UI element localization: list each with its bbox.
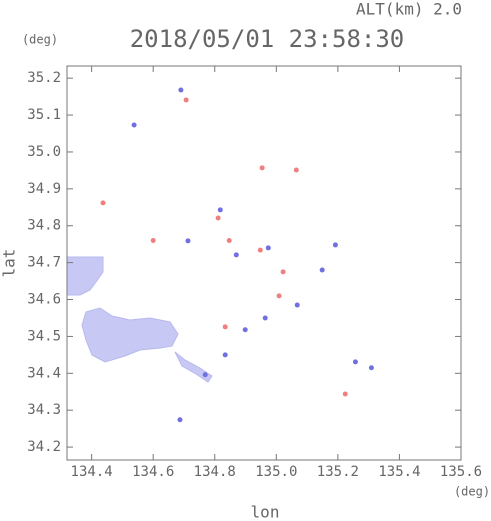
y-tick-label: 35.0: [27, 144, 61, 160]
y-tick-label: 34.9: [27, 181, 61, 197]
echo-point: [332, 242, 338, 248]
y-tick-label: 34.7: [27, 255, 61, 271]
y-tick-label: 34.2: [27, 439, 61, 455]
y-tick-label: 35.1: [27, 107, 61, 123]
echo-point: [352, 359, 358, 365]
x-tick-label: 134.4: [71, 464, 113, 480]
x-tick-label: 135.2: [317, 464, 359, 480]
echo-point: [257, 247, 263, 253]
echo-point: [100, 200, 106, 206]
y-tick-label: 35.2: [27, 70, 61, 86]
echo-point: [185, 238, 191, 244]
echo-point: [293, 167, 299, 173]
y-axis-label: lat: [0, 249, 19, 278]
echo-point: [262, 315, 268, 321]
x-tick-label: 135.0: [255, 464, 297, 480]
echo-point: [217, 207, 223, 213]
echo-point: [368, 365, 374, 371]
y-unit: (deg): [22, 33, 58, 47]
y-tick-label: 34.6: [27, 292, 61, 308]
x-unit: (deg): [454, 485, 490, 499]
y-tick-label: 34.3: [27, 402, 61, 418]
echo-point: [131, 122, 137, 128]
echo-point: [342, 391, 348, 397]
echo-point: [276, 293, 282, 299]
echo-point: [183, 97, 189, 103]
echo-point: [265, 245, 271, 251]
echo-point: [226, 237, 232, 243]
echo-point: [150, 237, 156, 243]
y-tick-label: 34.8: [27, 218, 61, 234]
echo-point: [202, 372, 208, 378]
x-tick-label: 135.4: [378, 464, 420, 480]
echo-point: [215, 215, 221, 221]
echo-point: [294, 302, 300, 308]
altitude-label: ALT(km) 2.0: [356, 0, 462, 19]
x-axis-label: lon: [251, 503, 280, 521]
echo-point: [222, 352, 228, 358]
y-tick-label: 34.4: [27, 365, 61, 381]
echo-point: [319, 267, 325, 273]
chart-title: 2018/05/01 23:58:30: [130, 25, 405, 53]
echo-point: [222, 324, 228, 330]
echo-point: [280, 269, 286, 275]
plot-frame: [66, 65, 462, 461]
echo-point: [259, 165, 265, 171]
echo-point: [242, 327, 248, 333]
x-tick-label: 134.8: [194, 464, 236, 480]
x-tick-label: 135.6: [440, 464, 482, 480]
echo-point: [233, 252, 239, 258]
land-clutter: [66, 256, 213, 383]
echo-point: [177, 417, 183, 423]
x-tick-label: 134.6: [132, 464, 174, 480]
echo-point: [178, 87, 184, 93]
y-tick-label: 34.5: [27, 328, 61, 344]
